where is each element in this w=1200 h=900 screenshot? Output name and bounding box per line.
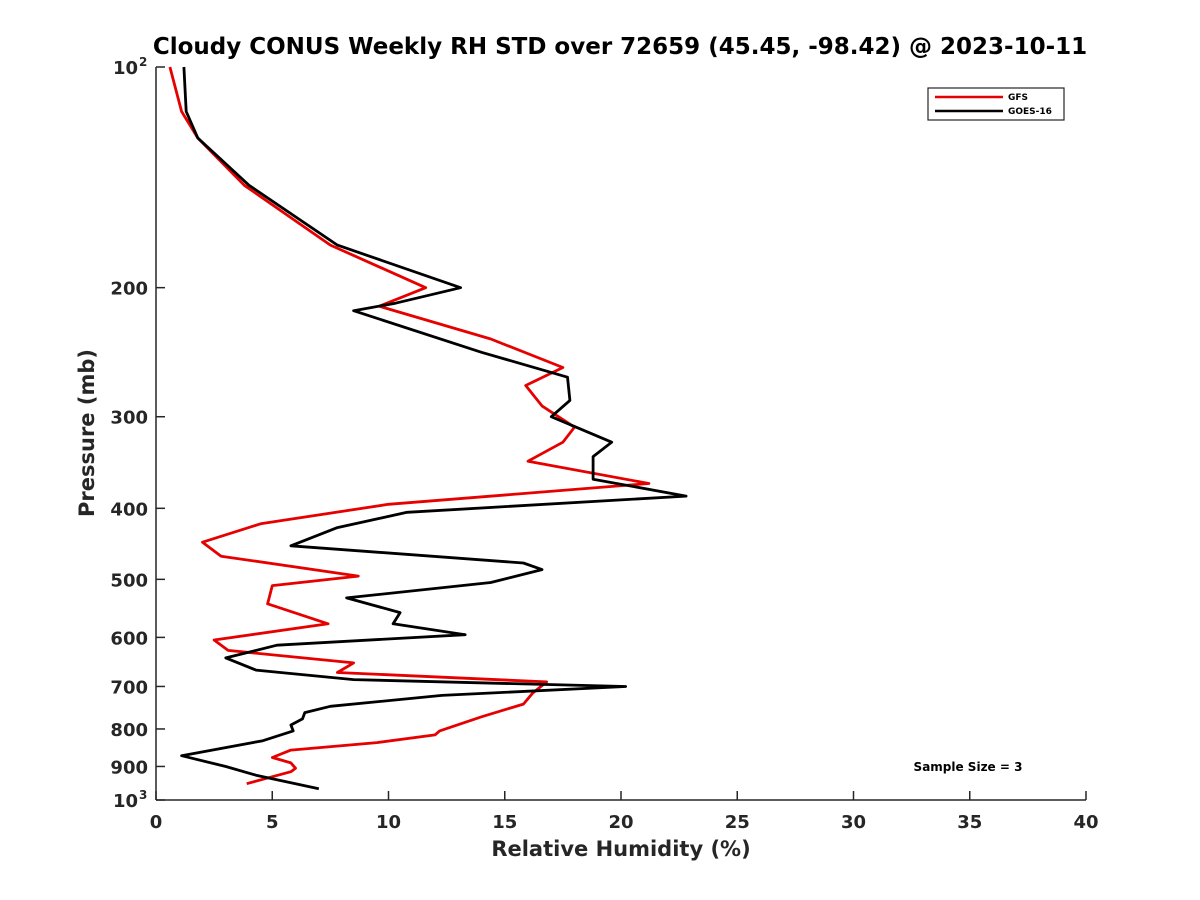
x-tick-label: 35: [957, 812, 982, 833]
legend-box: [927, 87, 1065, 121]
x-tick-label: 30: [841, 812, 866, 833]
sample-size-annotation: Sample Size = 3: [914, 760, 1023, 774]
x-tick-label: 5: [266, 812, 279, 833]
y-tick-label: 300: [110, 408, 148, 429]
y-tick-label: 900: [110, 757, 148, 778]
series-layer: [168, 66, 688, 791]
x-tick-label: 40: [1073, 812, 1098, 833]
chart-title: Cloudy CONUS Weekly RH STD over 72659 (4…: [153, 34, 1087, 60]
x-axis-label: Relative Humidity (%): [491, 837, 750, 861]
y-tick-label: 400: [110, 499, 148, 520]
series-line-gfs: [168, 66, 651, 786]
legend: GFS GOES-16: [927, 87, 1065, 121]
series-line-goes16: [180, 66, 688, 791]
y-tick-exponent: 2: [139, 55, 147, 69]
y-tick-label: 700: [110, 677, 148, 698]
x-tick-label: 25: [725, 812, 750, 833]
y-tick-label: 200: [110, 279, 148, 300]
y-tick-label: 600: [110, 628, 148, 649]
y-tick-label: 10: [113, 58, 138, 79]
y-tick-label: 800: [110, 720, 148, 741]
x-tick-label: 0: [150, 812, 163, 833]
legend-label-gfs: GFS: [1008, 93, 1028, 103]
y-tick-label: 500: [110, 570, 148, 591]
plot-frame: [156, 67, 1086, 800]
x-tick-label: 10: [376, 812, 401, 833]
y-axis-label: Pressure (mb): [75, 349, 99, 517]
x-tick-label: 20: [608, 812, 633, 833]
x-axis-ticks: 0 5 10 15 20 25 30 35 40: [150, 791, 1099, 833]
y-tick-exponent: 3: [139, 788, 147, 802]
x-tick-label: 15: [492, 812, 517, 833]
legend-label-goes16: GOES-16: [1008, 107, 1052, 117]
y-tick-label: 10: [113, 791, 138, 812]
